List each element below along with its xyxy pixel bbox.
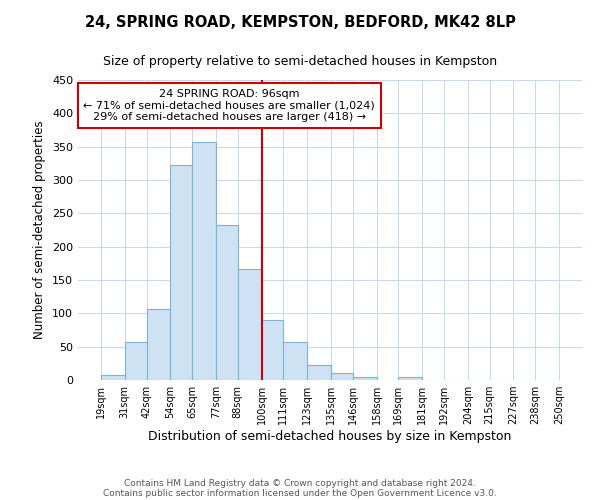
Bar — [125, 342, 146, 380]
Bar — [307, 366, 331, 380]
Bar — [146, 308, 170, 380]
Bar — [398, 378, 422, 380]
Text: 24 SPRING ROAD: 96sqm
← 71% of semi-detached houses are smaller (1,024)
29% of s: 24 SPRING ROAD: 96sqm ← 71% of semi-deta… — [83, 89, 375, 122]
Bar — [331, 374, 353, 380]
Text: Contains public sector information licensed under the Open Government Licence v3: Contains public sector information licen… — [103, 488, 497, 498]
Bar — [353, 376, 377, 380]
Text: Size of property relative to semi-detached houses in Kempston: Size of property relative to semi-detach… — [103, 55, 497, 68]
Text: 24, SPRING ROAD, KEMPSTON, BEDFORD, MK42 8LP: 24, SPRING ROAD, KEMPSTON, BEDFORD, MK42… — [85, 15, 515, 30]
Bar — [238, 268, 262, 380]
Bar — [216, 226, 238, 380]
Bar — [192, 142, 216, 380]
Bar — [262, 320, 283, 380]
Bar — [170, 166, 192, 380]
Bar — [283, 342, 307, 380]
X-axis label: Distribution of semi-detached houses by size in Kempston: Distribution of semi-detached houses by … — [148, 430, 512, 443]
Text: Contains HM Land Registry data © Crown copyright and database right 2024.: Contains HM Land Registry data © Crown c… — [124, 478, 476, 488]
Y-axis label: Number of semi-detached properties: Number of semi-detached properties — [34, 120, 46, 340]
Bar — [101, 374, 125, 380]
